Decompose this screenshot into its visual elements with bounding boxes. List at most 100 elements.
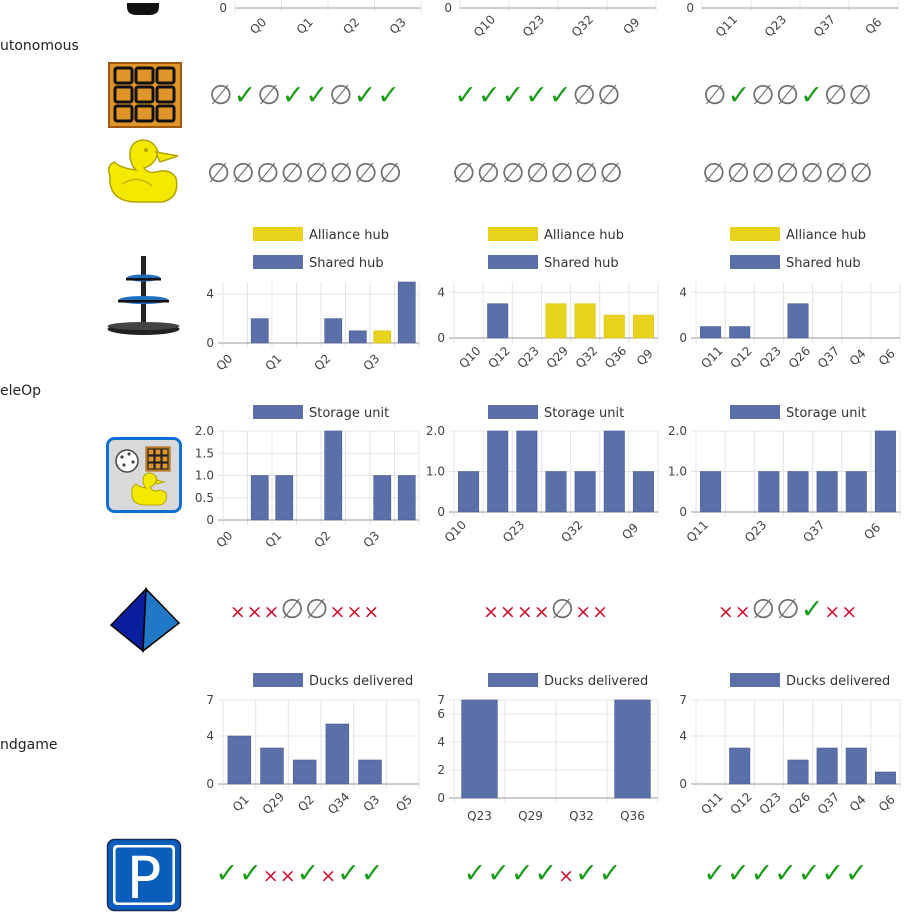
x-tick-label: Q23	[515, 344, 542, 371]
not-attempted-mark: ∅	[849, 158, 874, 189]
success-mark: ✓	[377, 80, 401, 111]
x-tick-label: Q9	[619, 520, 641, 542]
not-attempted-mark: ∅	[597, 80, 622, 111]
x-tick-label: Q23	[742, 518, 769, 545]
y-tick-label: 6	[437, 707, 445, 721]
failure-mark: ×	[246, 601, 264, 623]
y-tick-label: 4	[679, 285, 687, 299]
x-tick-label: Q1	[262, 528, 284, 550]
success-mark: ✓	[296, 858, 321, 889]
bar	[324, 430, 343, 521]
auto-waffle-result-3: ∅✓∅∅✓∅∅	[688, 80, 888, 111]
bar	[729, 326, 751, 339]
ducks-chart-2: Ducks delivered 0 2 4 67 Q23 Q29 Q32 Q36	[437, 673, 659, 823]
not-attempted-mark: ∅	[476, 158, 502, 189]
x-tick-label: Q3	[360, 792, 382, 814]
object-icon	[115, 0, 171, 15]
bar	[700, 471, 722, 513]
not-attempted-mark: ∅	[305, 158, 330, 189]
bar	[758, 471, 780, 513]
not-attempted-mark: ∅	[572, 80, 598, 111]
not-attempted-mark: ∅	[599, 158, 624, 189]
not-attempted-mark: ∅	[231, 158, 256, 189]
parking-result-3: ✓✓✓✓✓✓✓	[686, 858, 886, 889]
x-tick-label: Q26	[786, 790, 813, 817]
parking-icon: P	[106, 838, 182, 912]
y-tick-label: 4	[206, 729, 214, 743]
auto-top-chart-3: 0 Q11 Q23 Q37 Q6	[686, 0, 899, 40]
x-tick-label: Q2	[311, 351, 333, 373]
bar	[603, 430, 625, 513]
parking-result-1: ✓✓××✓×✓✓	[200, 858, 400, 889]
x-tick-label: Q36	[602, 344, 629, 371]
x-tick-label: Q9	[634, 346, 656, 368]
success-mark: ✓	[233, 80, 258, 111]
legend-swatch	[253, 227, 303, 241]
x-tick-label: Q2	[295, 792, 317, 814]
x-tick-label: Q23	[757, 344, 784, 371]
y-tick-label: 7	[206, 693, 214, 707]
x-tick-label: Q0	[213, 528, 235, 550]
bar	[250, 318, 269, 344]
y-tick-label: 7	[437, 693, 445, 707]
success-mark: ✓	[353, 80, 378, 111]
success-mark: ✓	[726, 858, 751, 889]
x-tick-label: Q32	[569, 12, 596, 39]
y-tick-label: 4	[206, 287, 214, 301]
x-tick-label: Q37	[815, 344, 842, 371]
legend-swatch	[253, 255, 303, 269]
not-attempted-mark: ∅	[525, 158, 551, 189]
failure-mark: ×	[279, 865, 297, 887]
x-tick-label: Q23	[520, 12, 547, 39]
x-tick-label: Q6	[863, 15, 885, 37]
x-tick-label: Q2	[311, 528, 333, 550]
bar	[487, 430, 509, 513]
failure-mark: ×	[734, 601, 752, 623]
success-mark: ✓	[337, 858, 361, 889]
not-attempted-mark: ∅	[501, 158, 526, 189]
legend-swatch	[488, 255, 538, 269]
legend-label: Alliance hub	[544, 228, 624, 243]
success-mark: ✓	[800, 80, 824, 111]
y-tick-label: 0	[444, 1, 452, 15]
x-tick-label: Q4	[847, 792, 869, 814]
failure-mark: ×	[824, 601, 842, 623]
bar	[874, 430, 896, 513]
legend-swatch	[253, 673, 303, 687]
success-mark: ✓	[487, 858, 511, 889]
x-tick-label: Q32	[569, 809, 594, 823]
x-tick-label: Q12	[727, 344, 754, 371]
not-attempted-mark: ∅	[823, 80, 849, 111]
bar	[292, 759, 317, 785]
not-attempted-mark: ∅	[378, 158, 404, 189]
success-mark: ✓	[534, 858, 559, 889]
hub-chart-1: Alliance hub Shared hub 0 4 Q0 Q1 Q2 Q3	[206, 227, 420, 373]
bar	[845, 747, 867, 785]
x-tick-label: Q37	[815, 790, 842, 817]
bar	[632, 314, 654, 339]
bar	[227, 735, 252, 785]
legend-swatch	[730, 405, 780, 419]
legend-swatch	[730, 673, 780, 687]
legend-swatch	[253, 405, 303, 419]
x-tick-label: Q23	[757, 790, 784, 817]
legend-swatch	[488, 405, 538, 419]
x-tick-label: Q29	[544, 344, 571, 371]
failure-mark: ×	[262, 865, 280, 887]
y-tick-label: 7	[679, 693, 687, 707]
auto-top-chart-2: 0 Q10 Q23 Q32 Q9	[444, 0, 657, 40]
failure-mark: ×	[516, 601, 534, 623]
not-attempted-mark: ∅	[550, 594, 576, 625]
bar	[614, 699, 651, 799]
success-mark: ✓	[239, 858, 263, 889]
x-tick-label: Q6	[876, 792, 898, 814]
success-mark: ✓	[598, 858, 623, 889]
bar	[358, 759, 382, 785]
not-attempted-mark: ∅	[329, 158, 355, 189]
x-tick-label: Q1	[262, 351, 284, 373]
x-tick-label: Q6	[876, 346, 898, 368]
not-attempted-mark: ∅	[751, 594, 777, 625]
bar	[324, 318, 343, 344]
x-tick-label: Q26	[786, 344, 813, 371]
not-attempted-mark: ∅	[848, 80, 873, 111]
